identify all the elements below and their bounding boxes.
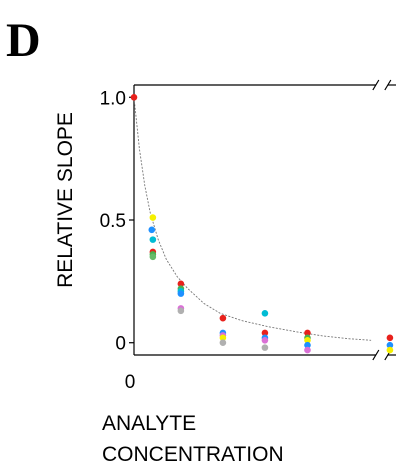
data-point — [261, 336, 269, 344]
tick-labels: 1.0 0.5 0 0 — [100, 88, 136, 393]
data-point — [304, 329, 311, 337]
data-point — [219, 314, 227, 322]
data-point — [261, 329, 269, 337]
data-point — [219, 334, 227, 342]
axis-break-mark — [372, 349, 380, 361]
data-point — [261, 309, 269, 317]
data-point — [386, 341, 394, 349]
data-point — [177, 290, 185, 297]
data-point — [149, 236, 157, 243]
data-points — [130, 93, 394, 354]
fit-curve-group — [133, 97, 372, 341]
data-point — [261, 344, 269, 351]
data-point — [304, 346, 311, 354]
axis-break-mark — [372, 79, 380, 91]
data-point — [304, 341, 311, 349]
y-tick-label: 0 — [115, 334, 126, 355]
data-point — [386, 346, 394, 354]
fit-curve — [133, 97, 372, 341]
data-point — [148, 226, 156, 234]
data-point — [177, 307, 185, 315]
y-tick-label: 1.0 — [100, 88, 126, 109]
axis-break-mark — [384, 79, 392, 91]
data-point — [304, 336, 311, 344]
y-tick-label: 0.5 — [100, 211, 126, 232]
y-axis-title: RELATIVE SLOPE — [54, 112, 77, 288]
panel-label: D — [6, 14, 41, 67]
data-point — [149, 253, 157, 261]
data-point — [130, 93, 138, 101]
data-point — [177, 280, 185, 288]
x-axis-title-line-2: CONCENTRATION — [102, 443, 284, 466]
x-tick-label: 0 — [125, 372, 136, 393]
data-point — [219, 339, 227, 347]
data-point — [386, 334, 394, 342]
axes — [129, 79, 396, 361]
data-point — [149, 214, 157, 221]
x-axis-title-line-1: ANALYTE — [102, 412, 196, 435]
